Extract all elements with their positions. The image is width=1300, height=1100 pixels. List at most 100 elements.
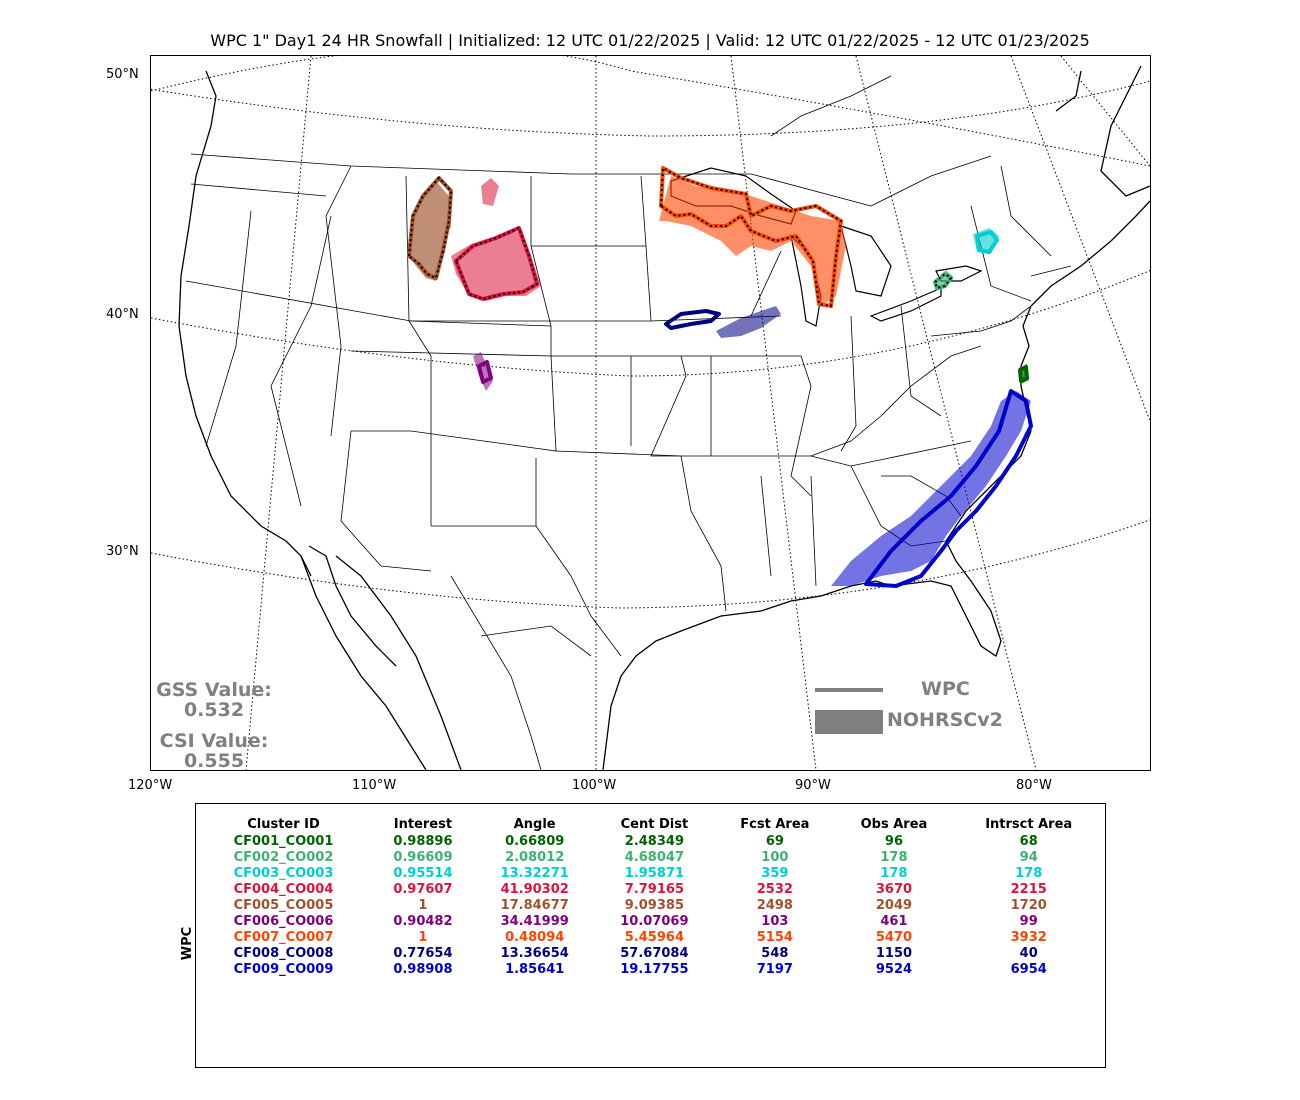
fcst-outline-cf006	[477, 360, 493, 384]
table-cell: 13.32271	[500, 866, 569, 881]
table-cell: 57.67084	[620, 946, 689, 961]
table-cell: 2498	[756, 898, 793, 913]
lon-label-90w: 90°W	[795, 778, 831, 793]
table-cell: 178	[1015, 866, 1043, 881]
csi-value: 0.555	[183, 750, 245, 772]
lat-label-50n: 50°N	[106, 67, 139, 82]
table-cell: 34.41999	[500, 914, 569, 929]
map-title: WPC 1" Day1 24 HR Snowfall | Initialized…	[210, 31, 1090, 50]
table-cell: 548	[761, 946, 789, 961]
fcst-outline-cf001	[1018, 365, 1029, 383]
lon-label-100w: 100°W	[572, 778, 617, 793]
table-cell: 10.07069	[620, 914, 689, 929]
graticule-110w	[245, 56, 312, 770]
obs-fill-cf008	[716, 306, 781, 338]
table-cell: 19.17755	[620, 962, 689, 977]
table-cell: 3932	[1010, 930, 1047, 945]
table-cell: 96	[884, 834, 903, 849]
lon-label-120w: 120°W	[128, 778, 173, 793]
fcst-outline-cf003	[975, 230, 999, 254]
table-row: CF001_CO001 0.98896 0.66809 2.48349 69 96 68	[196, 834, 1105, 850]
table-cell: 100	[761, 850, 789, 865]
header-angle: Angle	[513, 816, 556, 832]
table-cell: 17.84677	[500, 898, 569, 913]
lat-label-30n: 30°N	[106, 544, 139, 559]
csi-label: CSI Value:	[159, 730, 269, 752]
table-cell: 9.09385	[624, 898, 684, 913]
header-obs-area: Obs Area	[860, 816, 928, 832]
lon-label-80w: 80°W	[1016, 778, 1052, 793]
table-cell: CF008_CO008	[233, 946, 334, 961]
obs-fill-cf004	[451, 231, 541, 301]
header-intrsct-area: Intrsct Area	[985, 816, 1073, 832]
header-cent-dist: Cent Dist	[620, 816, 689, 832]
table-cell: CF003_CO003	[233, 866, 334, 881]
table-side-label: WPC	[180, 926, 196, 961]
table-cell: 0.96609	[393, 850, 453, 865]
table-cell: 3670	[875, 882, 913, 897]
table-cell: 7.79165	[624, 882, 684, 897]
table-cell: 99	[1019, 914, 1038, 929]
table-cell: 2215	[1010, 882, 1047, 897]
table-cell: 2.08012	[505, 850, 565, 865]
table-cell: CF006_CO006	[233, 914, 334, 929]
obs-fill-cf009	[831, 391, 1031, 586]
lake-erie	[869, 287, 942, 322]
table-cell: 359	[761, 866, 789, 881]
table-cell: 1	[418, 930, 428, 945]
table-cell: CF004_CO004	[233, 882, 334, 897]
fcst-outline-cf009	[864, 389, 1033, 588]
table-row: CF008_CO008 0.77654 13.36654 57.67084 548 115…	[196, 946, 1105, 962]
table-cell: 41.90302	[500, 882, 569, 897]
table-cell: 5154	[756, 930, 793, 945]
header-fcst-area: Fcst Area	[740, 816, 810, 832]
stats-table-box: Cluster ID Interest Angle Cent Dist Fcst…	[195, 803, 1106, 1068]
table-cell: 1150	[875, 946, 913, 961]
legend-fill-glyph	[815, 710, 883, 734]
header-interest: Interest	[393, 816, 453, 832]
table-cell: 461	[880, 914, 908, 929]
table-cell: 0.98908	[393, 962, 453, 977]
lon-label-110w: 110°W	[352, 778, 397, 793]
table-cell: 94	[1019, 850, 1038, 865]
table-cell: 178	[880, 850, 908, 865]
table-cell: 178	[880, 866, 908, 881]
table-cell: 68	[1019, 834, 1038, 849]
forecast-dot-overlays	[407, 166, 953, 308]
table-cell: 9524	[875, 962, 913, 977]
header-cluster-id: Cluster ID	[247, 816, 320, 832]
legend-fill-label: NOHRSCv2	[887, 709, 1003, 731]
table-cell: 69	[765, 834, 784, 849]
obs-fill-cf005	[409, 181, 451, 281]
table-row: CF006_CO006 0.90482 34.41999 10.07069 103 461…	[196, 914, 1105, 930]
lat-label-40n: 40°N	[106, 307, 139, 322]
table-cell: 6954	[1010, 962, 1047, 977]
table-cell: 2.48349	[624, 834, 684, 849]
table-row: CF009_CO009 0.98908 1.85641 19.17755 7197 952…	[196, 962, 1105, 978]
table-cell: 0.77654	[393, 946, 453, 961]
gss-value: 0.532	[183, 699, 245, 721]
table-cell: CF009_CO009	[233, 962, 334, 977]
map-frame	[150, 55, 1151, 771]
table-cell: CF005_CO005	[233, 898, 334, 913]
obs-fill-cf004b	[481, 178, 499, 206]
lake-huron	[840, 225, 892, 297]
table-cell: 1.85641	[505, 962, 565, 977]
snowfall-map	[151, 56, 1150, 770]
table-cell: 103	[761, 914, 789, 929]
table-body: CF001_CO001 0.98896 0.66809 2.48349 69 96 68 CF…	[196, 834, 1105, 978]
stats-table: Cluster ID Interest Angle Cent Dist Fcst…	[196, 814, 1105, 978]
table-cell: 2532	[756, 882, 793, 897]
table-row: CF007_CO007 1 0.48094 5.45964 5154 5470 3932	[196, 930, 1105, 946]
fcst-outline-cf008	[664, 309, 721, 330]
table-cell: 7197	[756, 962, 793, 977]
table-row: CF003_CO003 0.95514 13.32271 1.95871 359 178 1…	[196, 866, 1105, 882]
graticule-50n	[151, 56, 1150, 167]
table-cell: 1720	[1010, 898, 1047, 913]
table-row: CF004_CO004 0.97607 41.90302 7.79165 2532 367…	[196, 882, 1105, 898]
graticule-90w	[730, 56, 817, 770]
table-cell: 5.45964	[624, 930, 684, 945]
gss-label: GSS Value:	[156, 679, 272, 701]
observed-snowfall-fills	[409, 176, 1031, 586]
table-cell: 0.66809	[505, 834, 565, 849]
